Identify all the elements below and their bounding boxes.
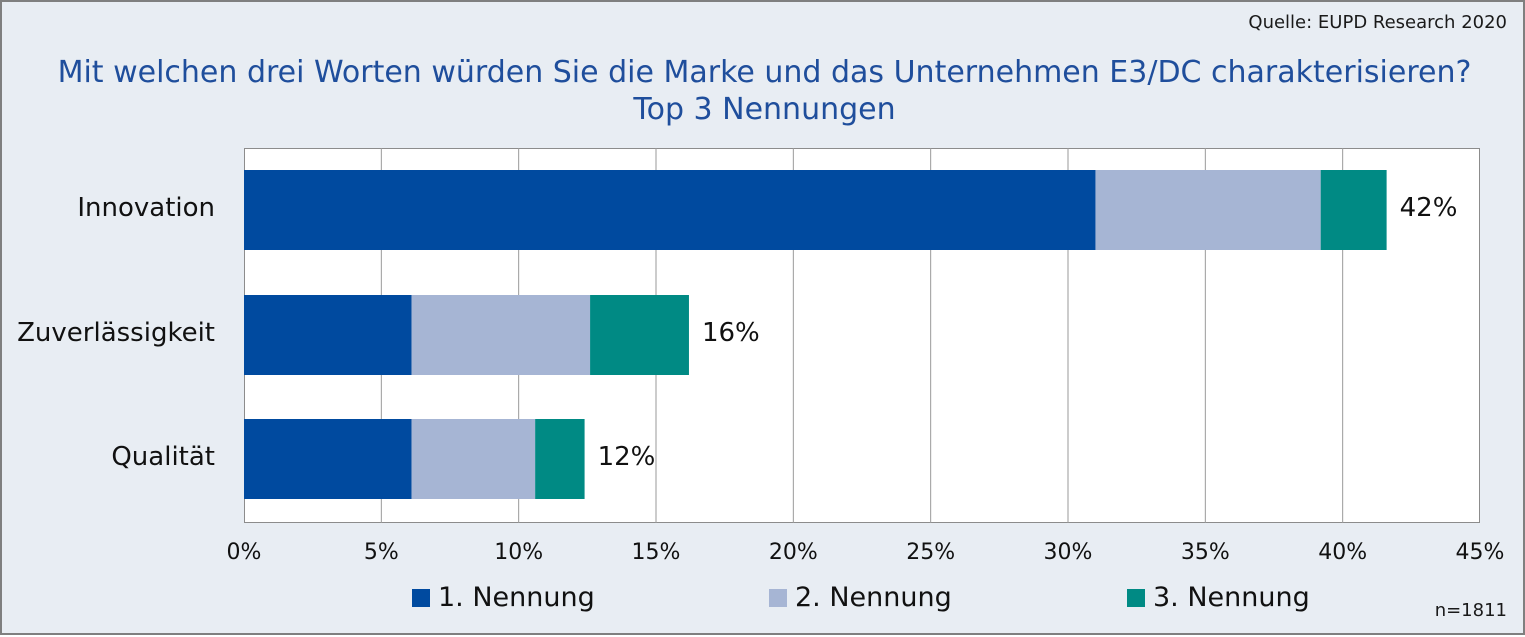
total-label: 16% <box>701 318 760 348</box>
x-tick-label: 15% <box>631 540 681 565</box>
legend-label: 1. Nennung <box>438 582 595 613</box>
category-label: Qualität <box>111 442 215 472</box>
chart-title: Mit welchen drei Worten würden Sie die M… <box>57 55 1472 90</box>
x-tick-label: 45% <box>1455 540 1505 565</box>
x-tick-label: 0% <box>226 540 262 565</box>
legend-swatch <box>769 588 787 607</box>
x-tick-label: 10% <box>494 540 544 565</box>
bar-segment <box>244 170 1096 250</box>
chart-subtitle: Top 3 Nennungen <box>633 92 896 127</box>
category-label: Innovation <box>77 193 215 223</box>
legend-item: 2. Nennung <box>769 582 952 613</box>
bar-segment <box>411 419 536 499</box>
bar-segment <box>244 295 412 375</box>
source-label: Quelle: EUPD Research 2020 <box>1248 12 1507 33</box>
bar-segment <box>244 419 412 499</box>
x-tick-label: 20% <box>768 540 818 565</box>
bar-segment <box>1320 170 1387 250</box>
legend-label: 3. Nennung <box>1153 582 1310 613</box>
legend-swatch <box>1127 588 1145 607</box>
x-tick-label: 25% <box>906 540 956 565</box>
total-label: 12% <box>597 442 656 472</box>
x-tick-label: 30% <box>1043 540 1093 565</box>
x-tick-label: 35% <box>1180 540 1230 565</box>
legend-item: 3. Nennung <box>1127 582 1310 613</box>
legend-label: 2. Nennung <box>795 582 952 613</box>
category-label: Zuverlässigkeit <box>17 318 215 348</box>
bar-segment <box>590 295 689 375</box>
x-tick-label: 40% <box>1318 540 1368 565</box>
total-label: 42% <box>1399 193 1458 223</box>
sample-size-note: n=1811 <box>1434 600 1507 621</box>
x-tick-label: 5% <box>363 540 399 565</box>
bar-segment <box>1095 170 1321 250</box>
bar-segment <box>535 419 585 499</box>
legend-item: 1. Nennung <box>412 582 595 613</box>
legend-swatch <box>412 588 430 607</box>
bar-segment <box>411 295 591 375</box>
